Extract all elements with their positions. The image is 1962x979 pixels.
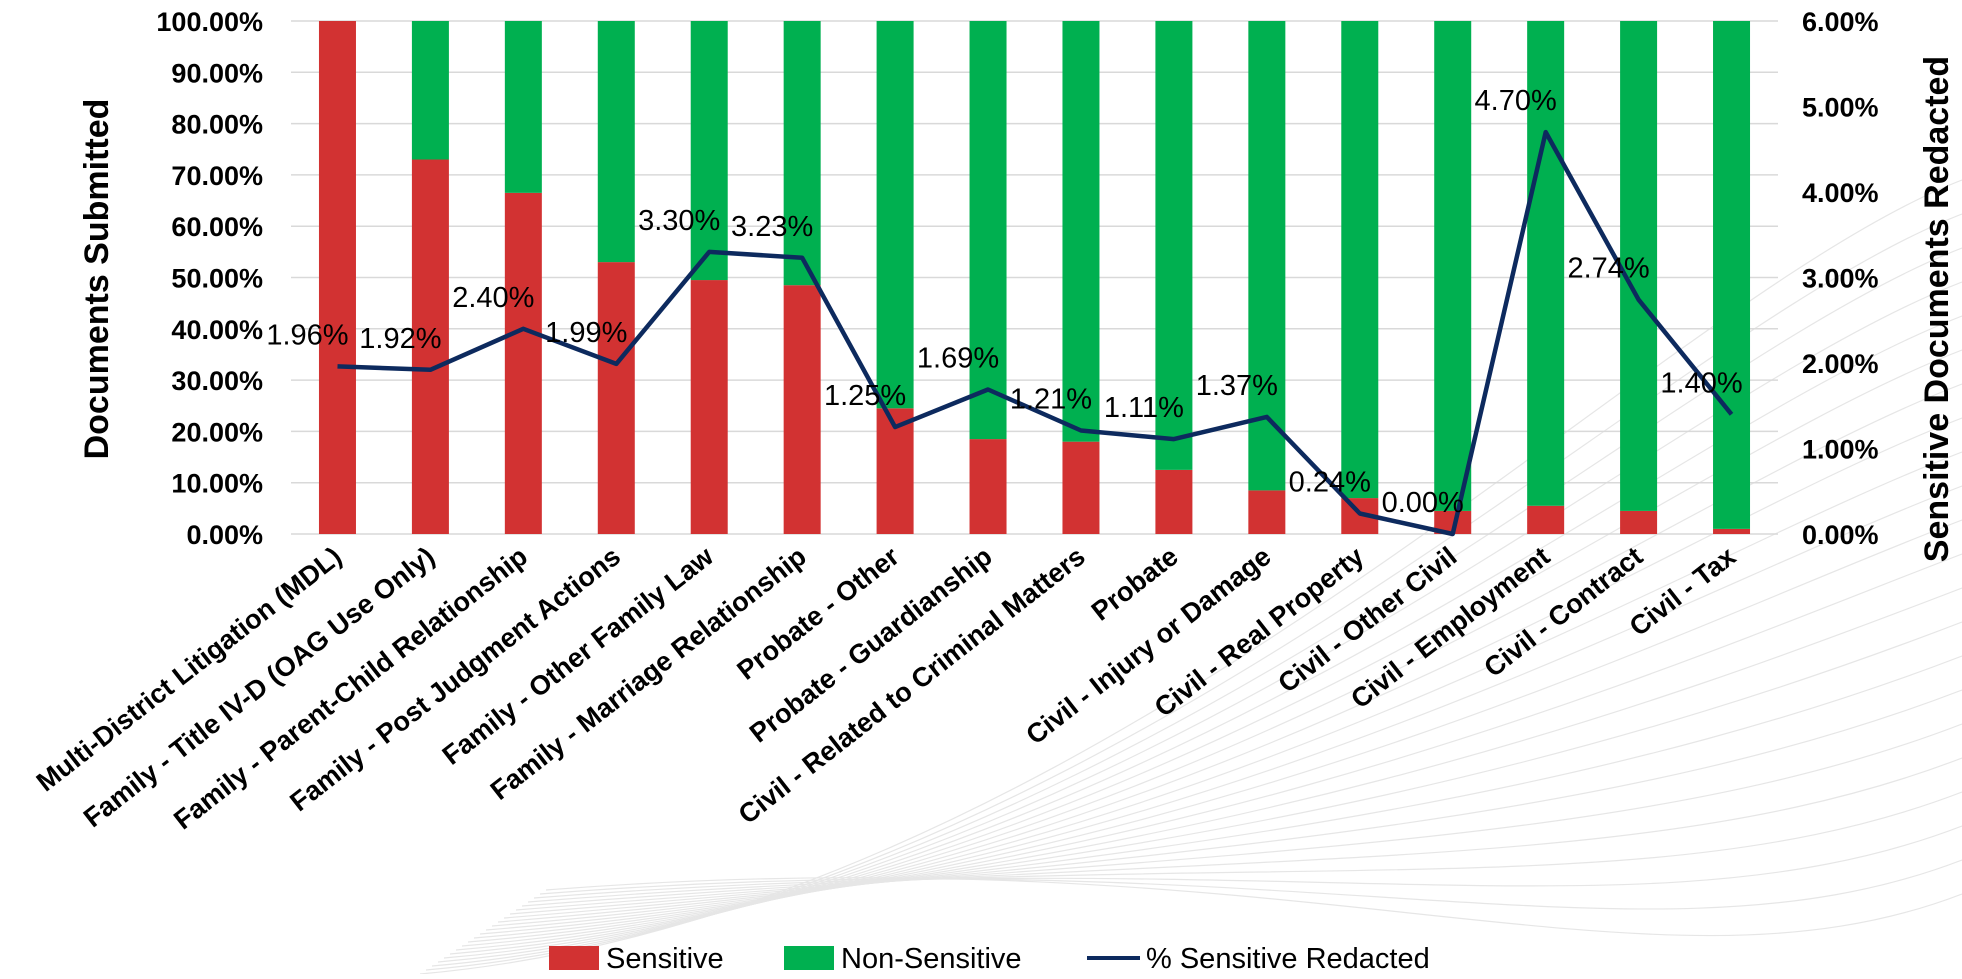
data-label: 1.69%	[917, 343, 999, 375]
background-curve	[503, 655, 1962, 919]
bar-sensitive	[1155, 469, 1193, 534]
y2-tick-label: 2.00%	[1802, 349, 1879, 379]
data-label: 1.92%	[359, 323, 441, 355]
background-curve	[545, 877, 1962, 937]
category-label: Probate - Other	[731, 541, 905, 686]
data-label: 4.70%	[1475, 85, 1557, 117]
bar-non-sensitive	[783, 21, 821, 286]
y-tick-label: 30.00%	[171, 366, 263, 396]
y2-tick-label: 3.00%	[1802, 264, 1879, 294]
bar-sensitive	[597, 262, 635, 534]
legend-label-pct-redacted: % Sensitive Redacted	[1146, 943, 1430, 974]
category-label: Civil - Contract	[1478, 541, 1648, 683]
legend-swatch-sensitive	[549, 946, 599, 970]
bar-sensitive	[783, 285, 821, 534]
y2-tick-label: 4.00%	[1802, 178, 1879, 208]
bars	[318, 21, 1751, 535]
category-label: Family - Post Judgment Actions	[284, 541, 626, 817]
data-label: 1.21%	[1010, 384, 1092, 416]
data-labels: 1.96% 1.92% 2.40% 1.99% 3.30% 3.23% 1.25% 1.69%…	[266, 85, 1742, 519]
data-label: 1.96%	[266, 319, 348, 351]
bar-sensitive	[1062, 441, 1100, 534]
bar-non-sensitive	[1620, 21, 1658, 511]
legend: Sensitive Non-Sensitive % Sensitive Reda…	[549, 943, 1430, 975]
bar-non-sensitive	[504, 21, 542, 193]
background-curve	[521, 757, 1962, 907]
bar-non-sensitive	[597, 21, 635, 263]
line-series	[337, 129, 1734, 537]
bar-sensitive	[318, 21, 356, 534]
data-label: 3.30%	[638, 205, 720, 237]
y-tick-label: 10.00%	[171, 469, 263, 499]
y2-tick-label: 6.00%	[1802, 7, 1879, 37]
data-label: 1.11%	[1104, 392, 1184, 424]
bar-non-sensitive	[1713, 21, 1751, 529]
background-curve	[539, 859, 1962, 910]
background-curve	[479, 519, 1962, 935]
y2-axis-title: Sensitive Documents Redacted	[1918, 56, 1956, 562]
y-tick-label: 20.00%	[171, 417, 263, 447]
bar-sensitive	[504, 192, 542, 535]
y-tick-label: 80.00%	[171, 110, 263, 140]
bar-sensitive	[1248, 490, 1286, 534]
category-label: Family - Parent-Child Relationship	[168, 541, 533, 835]
bar-non-sensitive	[1527, 21, 1565, 506]
bar-non-sensitive	[1248, 21, 1286, 491]
bar-sensitive	[1713, 528, 1751, 534]
y-tick-label: 60.00%	[171, 212, 263, 242]
bar-non-sensitive	[969, 21, 1007, 440]
bar-sensitive	[1620, 510, 1658, 534]
background-curve	[497, 621, 1962, 923]
y-tick-label: 90.00%	[171, 58, 263, 88]
bar-non-sensitive	[411, 21, 449, 160]
data-label: 0.24%	[1289, 466, 1371, 498]
data-label: 0.00%	[1382, 487, 1464, 519]
y-tick-label: 50.00%	[171, 264, 263, 294]
bar-sensitive	[969, 439, 1007, 534]
y-axis-title: Documents Submitted	[78, 99, 116, 460]
data-label: 1.37%	[1196, 370, 1278, 402]
data-label: 1.25%	[824, 380, 906, 412]
bar-non-sensitive	[690, 21, 728, 281]
legend-label-sensitive: Sensitive	[606, 943, 724, 974]
background-decoration	[419, 179, 1962, 975]
axes: Documents Submitted Sensitive Documents …	[78, 7, 1956, 562]
y-tick-label: 40.00%	[171, 315, 263, 345]
background-curve	[473, 485, 1962, 939]
y-tick-label: 0.00%	[186, 520, 263, 550]
background-curve	[533, 825, 1962, 899]
bar-non-sensitive	[876, 21, 914, 409]
bar-non-sensitive	[1341, 21, 1379, 499]
background-curve	[515, 723, 1962, 911]
line-pct-redacted	[337, 129, 1734, 537]
bar-non-sensitive	[1434, 21, 1472, 511]
background-curve	[509, 689, 1962, 915]
bar-sensitive	[1527, 505, 1565, 534]
data-label: 1.40%	[1660, 367, 1742, 399]
data-label: 3.23%	[731, 211, 813, 243]
bar-sensitive	[1434, 510, 1472, 534]
bar-non-sensitive	[1062, 21, 1100, 442]
bar-non-sensitive	[1155, 21, 1193, 470]
y-tick-label: 100.00%	[156, 7, 263, 37]
y2-tick-label: 5.00%	[1802, 93, 1879, 123]
data-label: 1.99%	[545, 317, 627, 349]
background-curve	[527, 791, 1962, 903]
bar-sensitive	[411, 159, 449, 534]
category-label: Family - Title IV-D (OAG Use Only)	[78, 541, 440, 833]
y2-tick-label: 0.00%	[1802, 520, 1879, 550]
background-curve	[485, 553, 1962, 931]
legend-label-non-sensitive: Non-Sensitive	[841, 943, 1022, 974]
background-curve	[491, 587, 1962, 927]
y-tick-label: 70.00%	[171, 161, 263, 191]
data-label: 2.74%	[1567, 253, 1649, 285]
legend-swatch-non-sensitive	[784, 946, 834, 970]
data-label: 2.40%	[452, 282, 534, 314]
bar-sensitive	[690, 280, 728, 534]
y2-tick-label: 1.00%	[1802, 435, 1879, 465]
